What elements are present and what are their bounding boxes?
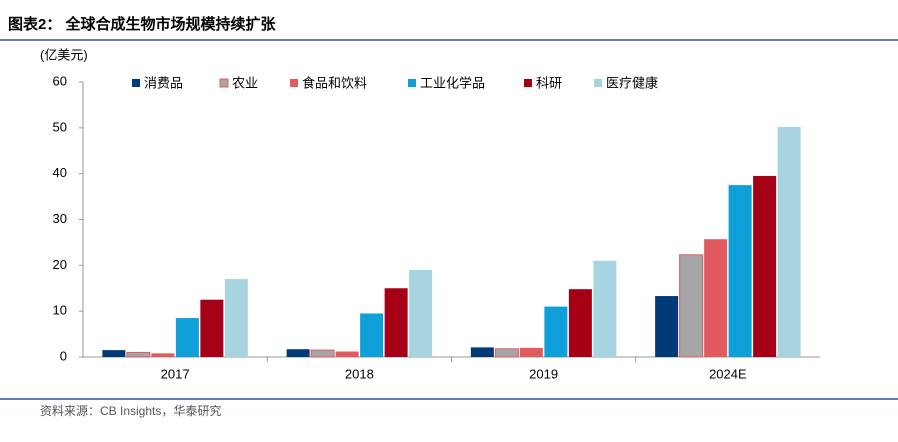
legend-swatch — [219, 78, 229, 88]
y-tick-label: 20 — [53, 257, 67, 272]
bar — [151, 353, 175, 357]
bar — [175, 318, 199, 357]
legend-swatch — [408, 79, 416, 87]
source-note: 资料来源：CB Insights，华泰研究 — [40, 403, 221, 418]
bar — [753, 175, 777, 357]
legend-label: 医疗健康 — [606, 75, 658, 90]
bar — [655, 296, 679, 357]
bar — [470, 347, 494, 357]
y-tick-label: 40 — [53, 165, 67, 180]
legend-label: 农业 — [232, 75, 258, 90]
y-tick-label: 50 — [53, 119, 67, 134]
bar — [360, 313, 384, 357]
legend-label: 工业化学品 — [420, 75, 485, 90]
x-tick-label: 2019 — [529, 366, 558, 381]
bar — [728, 185, 752, 357]
legend-label: 消费品 — [144, 75, 183, 90]
y-axis-label: (亿美元) — [40, 47, 88, 62]
y-tick-label: 60 — [53, 73, 67, 88]
bar — [494, 348, 519, 358]
bar — [519, 347, 543, 357]
bar — [310, 349, 335, 358]
bar — [224, 279, 248, 357]
bar — [286, 349, 310, 357]
bar — [593, 260, 617, 357]
chart-title: 图表2： 全球合成生物市场规模持续扩张 — [8, 15, 277, 33]
bar — [777, 126, 801, 358]
bar — [126, 351, 151, 358]
bar — [568, 289, 592, 357]
legend-swatch — [132, 79, 140, 87]
legend-swatch — [594, 79, 602, 87]
bar — [409, 269, 433, 357]
y-tick-label: 0 — [60, 348, 67, 363]
x-tick-label: 2017 — [161, 366, 190, 381]
bar — [335, 351, 359, 357]
bar — [544, 306, 568, 357]
y-tick-label: 10 — [53, 303, 67, 318]
bar — [200, 299, 224, 357]
bar — [102, 350, 126, 357]
legend-swatch — [524, 79, 532, 87]
bar — [384, 288, 408, 357]
bar — [679, 254, 704, 358]
legend-swatch — [290, 79, 298, 87]
x-tick-label: 2024E — [709, 366, 747, 381]
legend-label: 食品和饮料 — [302, 75, 367, 90]
y-tick-label: 30 — [53, 211, 67, 226]
bar — [704, 239, 728, 357]
x-tick-label: 2018 — [345, 366, 374, 381]
legend-label: 科研 — [536, 75, 562, 90]
